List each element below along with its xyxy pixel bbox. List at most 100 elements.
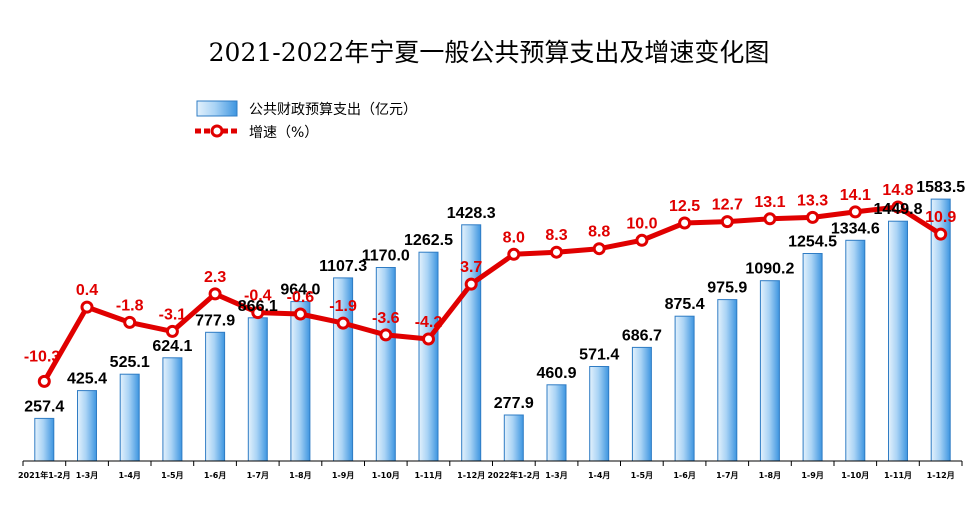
growth-point bbox=[635, 233, 649, 247]
growth-point bbox=[891, 200, 905, 214]
growth-point bbox=[208, 287, 222, 301]
growth-value-label: -10.3 bbox=[24, 348, 61, 365]
growth-value-label: -3.1 bbox=[159, 306, 187, 323]
x-tick-label: 1-6月 bbox=[204, 471, 226, 480]
bar-value-label: 1170.0 bbox=[362, 248, 410, 265]
growth-point bbox=[507, 247, 521, 261]
bar-value-label: 777.9 bbox=[195, 312, 235, 329]
growth-value-label: -1.8 bbox=[116, 297, 144, 314]
bar bbox=[759, 280, 780, 462]
growth-point bbox=[678, 216, 692, 230]
bar bbox=[888, 220, 908, 462]
growth-point bbox=[336, 316, 350, 330]
bar-value-label: 1583.5 bbox=[916, 179, 965, 196]
growth-value-label: 14.1 bbox=[840, 187, 871, 204]
bar bbox=[845, 239, 866, 462]
bar-value-label: 975.9 bbox=[707, 280, 747, 297]
x-tick-label: 1-5月 bbox=[631, 471, 653, 480]
x-tick-label: 1-10月 bbox=[841, 471, 869, 480]
bar-value-label: 875.4 bbox=[665, 296, 705, 313]
growth-point bbox=[720, 215, 734, 229]
bar-value-label: 1334.6 bbox=[831, 220, 880, 237]
bar bbox=[418, 251, 439, 462]
growth-point bbox=[123, 315, 137, 329]
growth-point bbox=[80, 300, 94, 314]
bar-value-label: 1090.2 bbox=[745, 261, 794, 278]
x-tick-label: 1-9月 bbox=[332, 471, 354, 480]
bar bbox=[503, 414, 524, 462]
x-tick-label: 1-11月 bbox=[884, 471, 912, 480]
x-tick-label: 1-7月 bbox=[716, 471, 738, 480]
growth-point bbox=[251, 306, 265, 320]
growth-point bbox=[592, 242, 606, 256]
growth-value-label: 10.0 bbox=[626, 215, 657, 232]
growth-line bbox=[42, 204, 943, 383]
x-tick-label: 2021年1-2月 bbox=[18, 470, 71, 480]
growth-value-label: 8.0 bbox=[503, 229, 525, 246]
x-tick-label: 1-12月 bbox=[927, 471, 955, 480]
x-tick-label: 1-3月 bbox=[545, 471, 567, 480]
x-tick-label: 1-8月 bbox=[759, 471, 781, 480]
bar-value-label: 257.4 bbox=[24, 398, 64, 415]
growth-point bbox=[379, 328, 393, 342]
bar-value-label: 1262.5 bbox=[404, 232, 453, 249]
x-tick-label: 1-12月 bbox=[457, 471, 485, 480]
growth-value-label: -3.6 bbox=[372, 310, 400, 327]
growth-line-series bbox=[37, 200, 948, 388]
x-axis: 2021年1-2月 1-3月 1-4月 1-5月 1-6月 1-7月 1-8月 1-9月 1-1… bbox=[18, 460, 963, 480]
bar bbox=[162, 357, 183, 462]
x-tick-label: 1-4月 bbox=[118, 471, 140, 480]
growth-point bbox=[293, 307, 307, 321]
growth-point bbox=[806, 210, 820, 224]
growth-value-label: 2.3 bbox=[204, 269, 226, 286]
growth-point bbox=[422, 332, 435, 346]
growth-value-label: 14.8 bbox=[882, 182, 913, 199]
bar-value-label: 686.7 bbox=[622, 327, 662, 344]
x-tick-label: 1-7月 bbox=[247, 471, 269, 480]
bar-value-label: 1428.3 bbox=[447, 205, 496, 222]
growth-value-label: 10.9 bbox=[925, 209, 956, 226]
growth-value-label: 13.3 bbox=[797, 192, 828, 209]
bar-value-label: 1449.8 bbox=[874, 201, 923, 218]
growth-value-label: 8.3 bbox=[545, 227, 567, 244]
growth-point bbox=[165, 324, 179, 338]
x-tick-label: 1-4月 bbox=[588, 471, 610, 480]
x-tick-label: 1-10月 bbox=[372, 471, 400, 480]
legend: 公共财政预算支出（亿元） 增速（%） bbox=[195, 100, 417, 141]
growth-point bbox=[934, 227, 948, 241]
x-tick-label: 1-11月 bbox=[414, 471, 442, 480]
growth-value-label: -4.2 bbox=[415, 314, 443, 331]
bar-value-label: 866.1 bbox=[238, 298, 278, 315]
bar bbox=[589, 366, 610, 462]
legend-bar-label: 公共财政预算支出（亿元） bbox=[249, 102, 417, 118]
x-tick-label: 1-6月 bbox=[673, 471, 695, 480]
growth-point bbox=[37, 374, 51, 388]
bar-value-label: 1254.5 bbox=[788, 234, 837, 251]
bar-value-label: 1107.3 bbox=[319, 258, 367, 275]
x-tick-label: 1-9月 bbox=[801, 471, 823, 480]
bar bbox=[375, 267, 396, 462]
growth-value-label: 8.8 bbox=[588, 224, 610, 241]
bar bbox=[119, 373, 140, 462]
growth-value-labels: -10.3 0.4 -1.8 -3.1 2.3 -0.4 -0.6 -1.9 -3.6 -4.2 3… bbox=[24, 182, 957, 365]
bar bbox=[674, 315, 695, 462]
x-tick-label: 2022年1-2月 bbox=[487, 470, 540, 480]
growth-value-label: -0.4 bbox=[244, 288, 272, 305]
growth-value-label: 12.5 bbox=[669, 198, 700, 215]
bar-value-label: 525.1 bbox=[110, 354, 150, 371]
bar bbox=[546, 384, 567, 462]
bar bbox=[77, 390, 97, 462]
bar-value-label: 277.9 bbox=[494, 395, 534, 412]
growth-value-label: 0.4 bbox=[76, 282, 98, 299]
bar bbox=[247, 317, 268, 462]
growth-value-label: 3.7 bbox=[460, 259, 482, 276]
growth-value-label: -0.6 bbox=[287, 289, 315, 306]
bar-value-label: 460.9 bbox=[536, 365, 576, 382]
legend-line-label: 增速（%） bbox=[249, 125, 318, 141]
bar bbox=[290, 301, 311, 462]
growth-value-label: 13.1 bbox=[754, 194, 785, 211]
x-tick-label: 1-8月 bbox=[289, 471, 311, 480]
growth-point bbox=[848, 205, 862, 219]
legend-bar-swatch bbox=[196, 100, 238, 117]
